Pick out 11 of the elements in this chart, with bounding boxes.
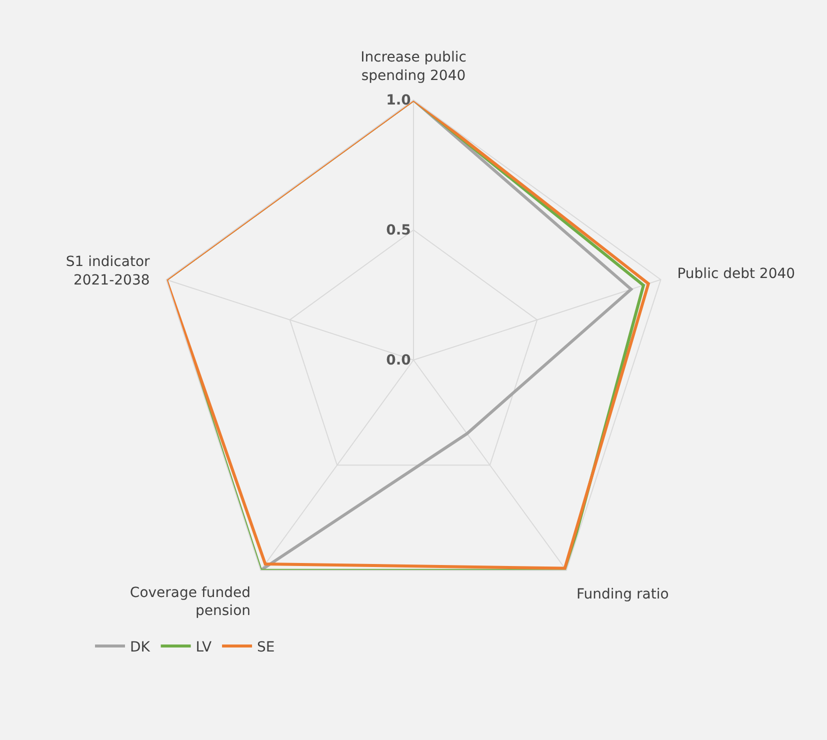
legend-label: LV <box>196 639 212 656</box>
y-tick-label: 0.5 <box>386 222 411 239</box>
y-tick-label: 0.0 <box>386 352 412 369</box>
spoke-label: Funding ratio <box>576 586 669 603</box>
spoke-label: Coverage funded pension <box>130 584 251 620</box>
y-tick-label: 1.0 <box>386 92 412 109</box>
spoke-label: S1 indicator 2021-2038 <box>66 254 150 288</box>
legend-label: DK <box>130 639 151 656</box>
legend-label: SE <box>257 639 275 656</box>
spoke-label: Increase public spending 2040 <box>360 50 466 84</box>
spoke-label: Public debt 2040 <box>677 266 796 282</box>
